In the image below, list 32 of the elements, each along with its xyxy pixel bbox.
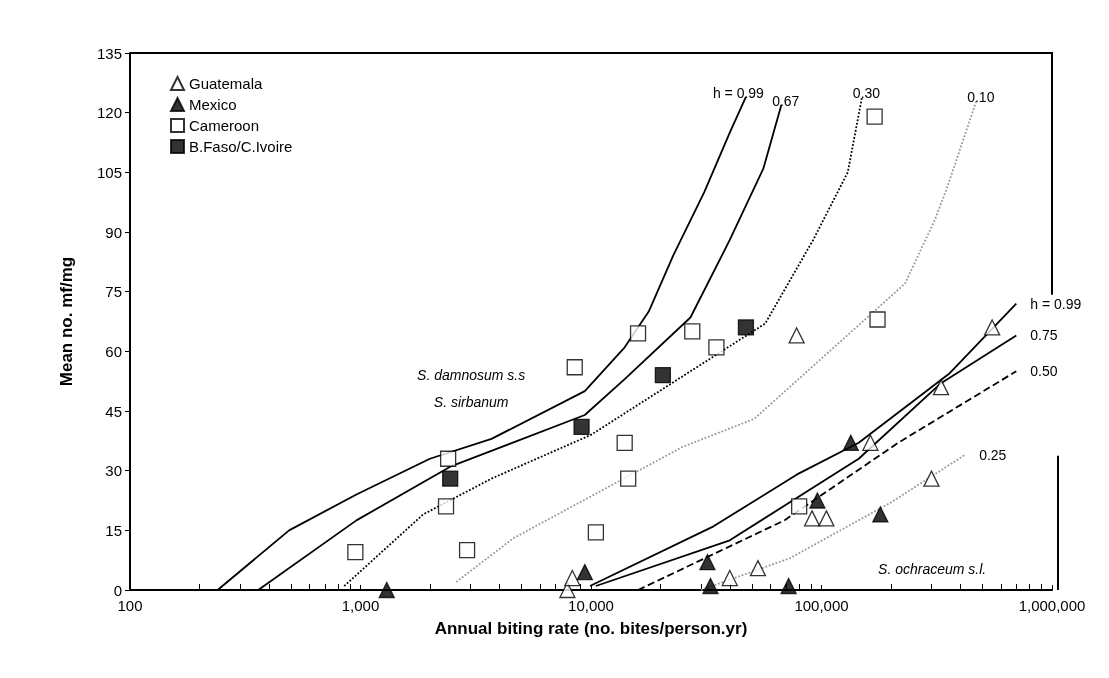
series-label: h = 0.99	[1030, 295, 1082, 312]
annotation: S. ochraceum s.l.	[878, 560, 987, 577]
series-label: 0.30	[852, 84, 881, 101]
series-label: 0.75	[1030, 327, 1058, 344]
y-tick-label: 135	[96, 44, 122, 62]
legend-label: Guatemala	[189, 75, 264, 92]
series-label: 0.50	[1030, 363, 1058, 380]
series-label: 0.25	[979, 446, 1007, 463]
y-tick-label: 15	[105, 521, 122, 539]
annotation: S. sirbanum	[433, 394, 509, 411]
y-tick-label: 0	[113, 581, 122, 599]
x-tick-label: 100,000	[794, 597, 849, 614]
y-tick-label: 75	[105, 283, 122, 301]
y-tick-label: 105	[96, 163, 122, 181]
legend-label: B.Faso/C.Ivoire	[189, 138, 293, 155]
legend-label: Cameroon	[189, 117, 260, 134]
legend-label: Mexico	[189, 96, 237, 113]
x-tick-label: 1,000	[341, 597, 380, 614]
series-label: 0.67	[772, 92, 800, 109]
y-tick-label: 45	[105, 402, 122, 420]
x-axis-title: Annual biting rate (no. bites/person.yr)	[434, 619, 748, 638]
x-tick-label: 1,000,000	[1018, 597, 1086, 614]
series-label: h = 0.99	[712, 84, 765, 101]
y-tick-label: 90	[105, 223, 122, 241]
x-tick-label: 10,000	[568, 597, 614, 614]
y-tick-label: 120	[96, 104, 122, 122]
x-tick-label: 100	[117, 597, 143, 614]
y-tick-label: 30	[105, 462, 122, 480]
annotation: S. damnosum s.s	[417, 367, 526, 384]
y-tick-label: 60	[105, 342, 122, 360]
series-label: 0.10	[967, 88, 995, 105]
y-axis-title: Mean no. mf/mg	[57, 256, 76, 387]
